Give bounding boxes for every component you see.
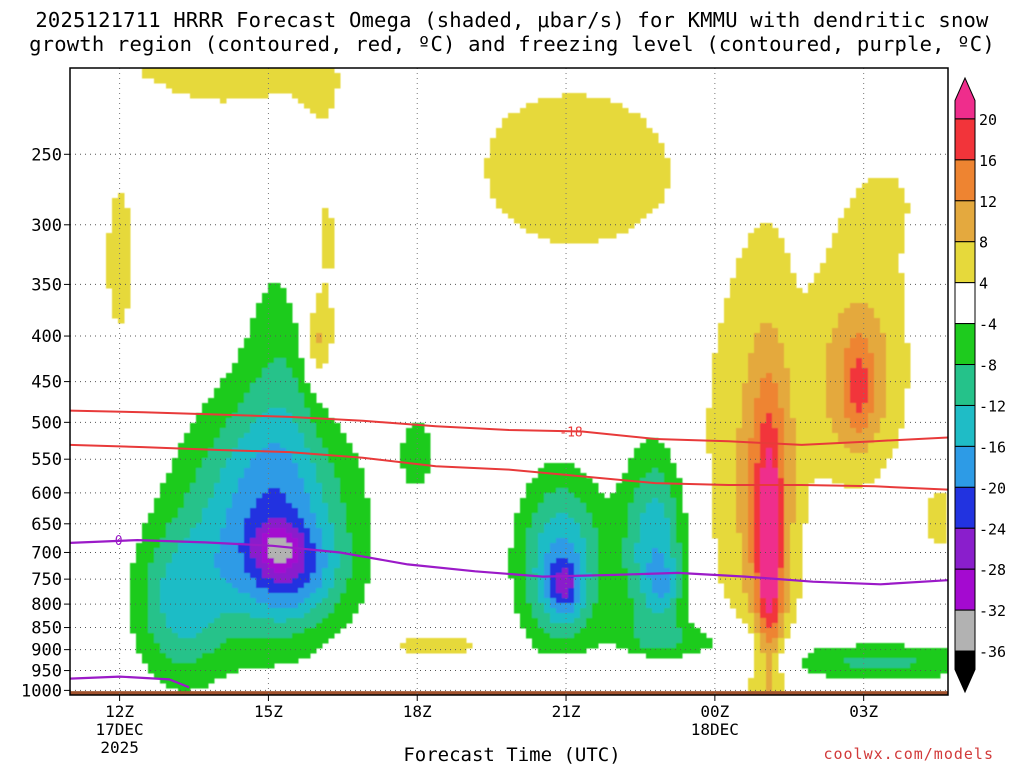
x-tick-label: 18Z	[403, 702, 432, 721]
freezing-level-surface-contour	[70, 675, 190, 689]
y-tick-label: 550	[31, 450, 62, 470]
colorbar-label: 12	[979, 193, 997, 211]
colorbar-band	[954, 323, 976, 366]
plot-area: -18 0	[70, 68, 948, 695]
y-tick-label: 750	[31, 570, 62, 590]
colorbar-label: -16	[979, 438, 1006, 456]
y-tick-label: 400	[31, 327, 62, 347]
y-tick-label: 500	[31, 413, 62, 433]
colorbar: 20 16 12 8 4 -4 -8 -12 -16 -20 -24 -28 -32 -36	[954, 76, 1006, 694]
colorbar-band	[954, 118, 976, 161]
y-tick-label: 800	[31, 595, 62, 615]
y-tick-label: 850	[31, 619, 62, 639]
colorbar-label: -28	[979, 561, 1006, 579]
y-tick-label: 300	[31, 216, 62, 236]
colorbar-band	[954, 527, 976, 570]
y-tick-label: 700	[31, 543, 62, 563]
colorbar-band	[954, 76, 976, 120]
freezing-level-label: 0	[115, 534, 123, 549]
colorbar-label: -32	[979, 602, 1006, 620]
y-tick-label: 950	[31, 662, 62, 682]
colorbar-label: -12	[979, 397, 1006, 415]
y-tick-label: 650	[31, 515, 62, 535]
colorbar-band	[954, 486, 976, 529]
dgz-contour-label: -18	[559, 426, 582, 441]
omega-shading	[106, 68, 948, 695]
x-tick-sublabel: 2025	[100, 738, 139, 757]
dgz-upper-contour	[70, 409, 948, 446]
y-tick-label: 600	[31, 484, 62, 504]
colorbar-label: -4	[979, 316, 997, 334]
y-tick-label: 1000	[21, 681, 62, 701]
colorbar-label: 16	[979, 152, 997, 170]
colorbar-band	[954, 200, 976, 243]
colorbar-label: -36	[979, 643, 1006, 661]
colorbar-band	[954, 650, 976, 694]
ground-surface	[70, 691, 948, 695]
x-tick-sublabel: 17DEC	[96, 720, 144, 739]
y-tick-label: 250	[31, 145, 62, 165]
colorbar-band	[954, 282, 976, 325]
y-tick-label: 350	[31, 275, 62, 295]
freezing-level-contour	[70, 538, 948, 586]
colorbar-label: 4	[979, 275, 988, 293]
x-tick-label: 03Z	[849, 702, 878, 721]
y-tick-label: 900	[31, 641, 62, 661]
y-tick-label: 450	[31, 373, 62, 393]
colorbar-label: 20	[979, 111, 997, 129]
chart-title-line-1: 2025121711 HRRR Forecast Omega (shaded, …	[35, 8, 989, 32]
colorbar-band	[954, 404, 976, 447]
chart-title-line-2: growth region (contoured, red, ºC) and f…	[29, 32, 995, 56]
x-tick-label: 00Z	[700, 702, 729, 721]
colorbar-band	[954, 241, 976, 284]
x-tick-sublabel: 18DEC	[691, 720, 739, 739]
colorbar-band	[954, 568, 976, 611]
credit-link[interactable]: coolwx.com/models	[823, 745, 994, 763]
x-tick-label: 12Z	[105, 702, 134, 721]
x-axis-label: Forecast Time (UTC)	[403, 744, 621, 766]
colorbar-label: -8	[979, 357, 997, 375]
colorbar-label: 8	[979, 234, 988, 252]
x-tick-label: 21Z	[552, 702, 581, 721]
colorbar-label: -24	[979, 520, 1006, 538]
x-tick-label: 15Z	[254, 702, 283, 721]
colorbar-label: -20	[979, 479, 1006, 497]
dgz-lower-contour	[70, 443, 948, 491]
colorbar-band	[954, 159, 976, 202]
colorbar-band	[954, 364, 976, 406]
colorbar-band	[954, 609, 976, 652]
colorbar-band	[954, 445, 976, 488]
